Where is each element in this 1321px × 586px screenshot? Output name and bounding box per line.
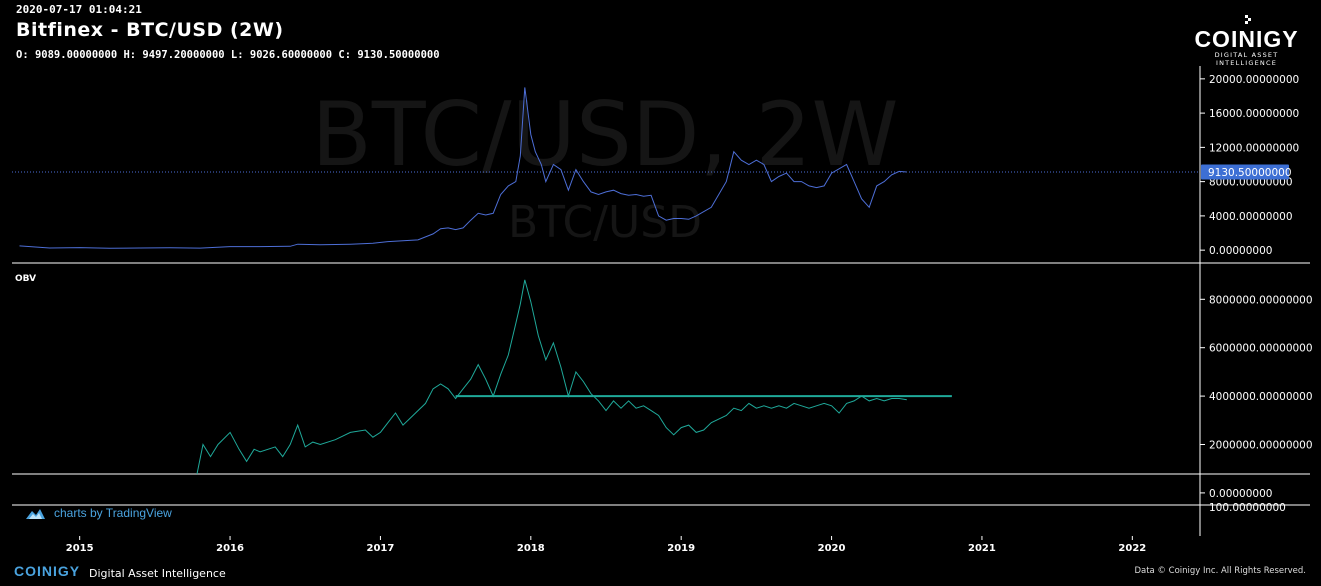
obv-extra-tick-label: 100.00000000 [1209, 502, 1286, 514]
price-tick-label: 8000.00000000 [1209, 177, 1293, 189]
chart-title: Bitfinex - BTC/USD (2W) [16, 19, 284, 41]
time-tick-label: 2019 [667, 543, 695, 554]
price-tick-label: 0.00000000 [1209, 245, 1272, 257]
time-tick-label: 2017 [367, 543, 395, 554]
ohlc-readout: O: 9089.00000000 H: 9497.20000000 L: 902… [16, 49, 440, 61]
obv-tick-label: 8000000.00000000 [1209, 294, 1313, 306]
watermark-main: BTC/USD, 2W [311, 83, 898, 186]
time-tick-label: 2018 [517, 543, 545, 554]
time-tick-label: 2016 [216, 543, 244, 554]
obv-axis: 0.00000000 2000000.00000000 4000000.000000… [1200, 294, 1313, 500]
last-price-badge-bg [1201, 164, 1289, 180]
tradingview-cloud-icon [26, 509, 45, 519]
obv-tick-label: 0.00000000 [1209, 488, 1272, 500]
last-price-badge: 9130.50000000 [1201, 164, 1292, 180]
time-tick-label: 2022 [1118, 543, 1146, 554]
footer-coinigy-logo: COINIGY [14, 563, 81, 579]
time-tick-label: 2021 [968, 543, 996, 554]
logo-mark-icon [1244, 15, 1251, 24]
obv-pane-title: OBV [15, 274, 36, 284]
watermark-sub: BTC/USD [508, 197, 702, 248]
logo-brand-text: COINIGY [1194, 26, 1299, 52]
price-tick-label: 12000.00000000 [1209, 142, 1299, 154]
coinigy-logo: COINIGY DIGITAL ASSET INTELLIGENCE [1184, 14, 1309, 67]
tradingview-text: charts by TradingView [54, 506, 172, 520]
last-price-badge-label: 9130.50000000 [1208, 167, 1292, 179]
logo-tagline: DIGITAL ASSET INTELLIGENCE [1214, 51, 1279, 67]
price-tick-label: 4000.00000000 [1209, 211, 1293, 223]
tradingview-link[interactable]: charts by TradingView [24, 506, 172, 520]
price-tick-label: 20000.00000000 [1209, 74, 1299, 86]
obv-tick-label: 6000000.00000000 [1209, 343, 1313, 355]
chart-timestamp: 2020-07-17 01:04:21 [16, 3, 142, 16]
footer-tagline: Digital Asset Intelligence [89, 567, 226, 580]
obv-tick-label: 4000000.00000000 [1209, 391, 1313, 403]
price-series-line [19, 87, 907, 249]
copyright-notice: Data © Coinigy Inc. All Rights Reserved. [1134, 566, 1306, 576]
price-axis: 0.00000000 4000.00000000 8000.00000000 1200… [1200, 74, 1299, 257]
time-tick-label: 2020 [818, 543, 846, 554]
price-tick-label: 16000.00000000 [1209, 108, 1299, 120]
time-tick-label: 2015 [66, 543, 94, 554]
time-axis: 2015 2016 2017 2018 2019 2020 2021 2022 [66, 536, 1146, 554]
obv-tick-label: 2000000.00000000 [1209, 440, 1313, 452]
obv-series-line [196, 279, 907, 475]
